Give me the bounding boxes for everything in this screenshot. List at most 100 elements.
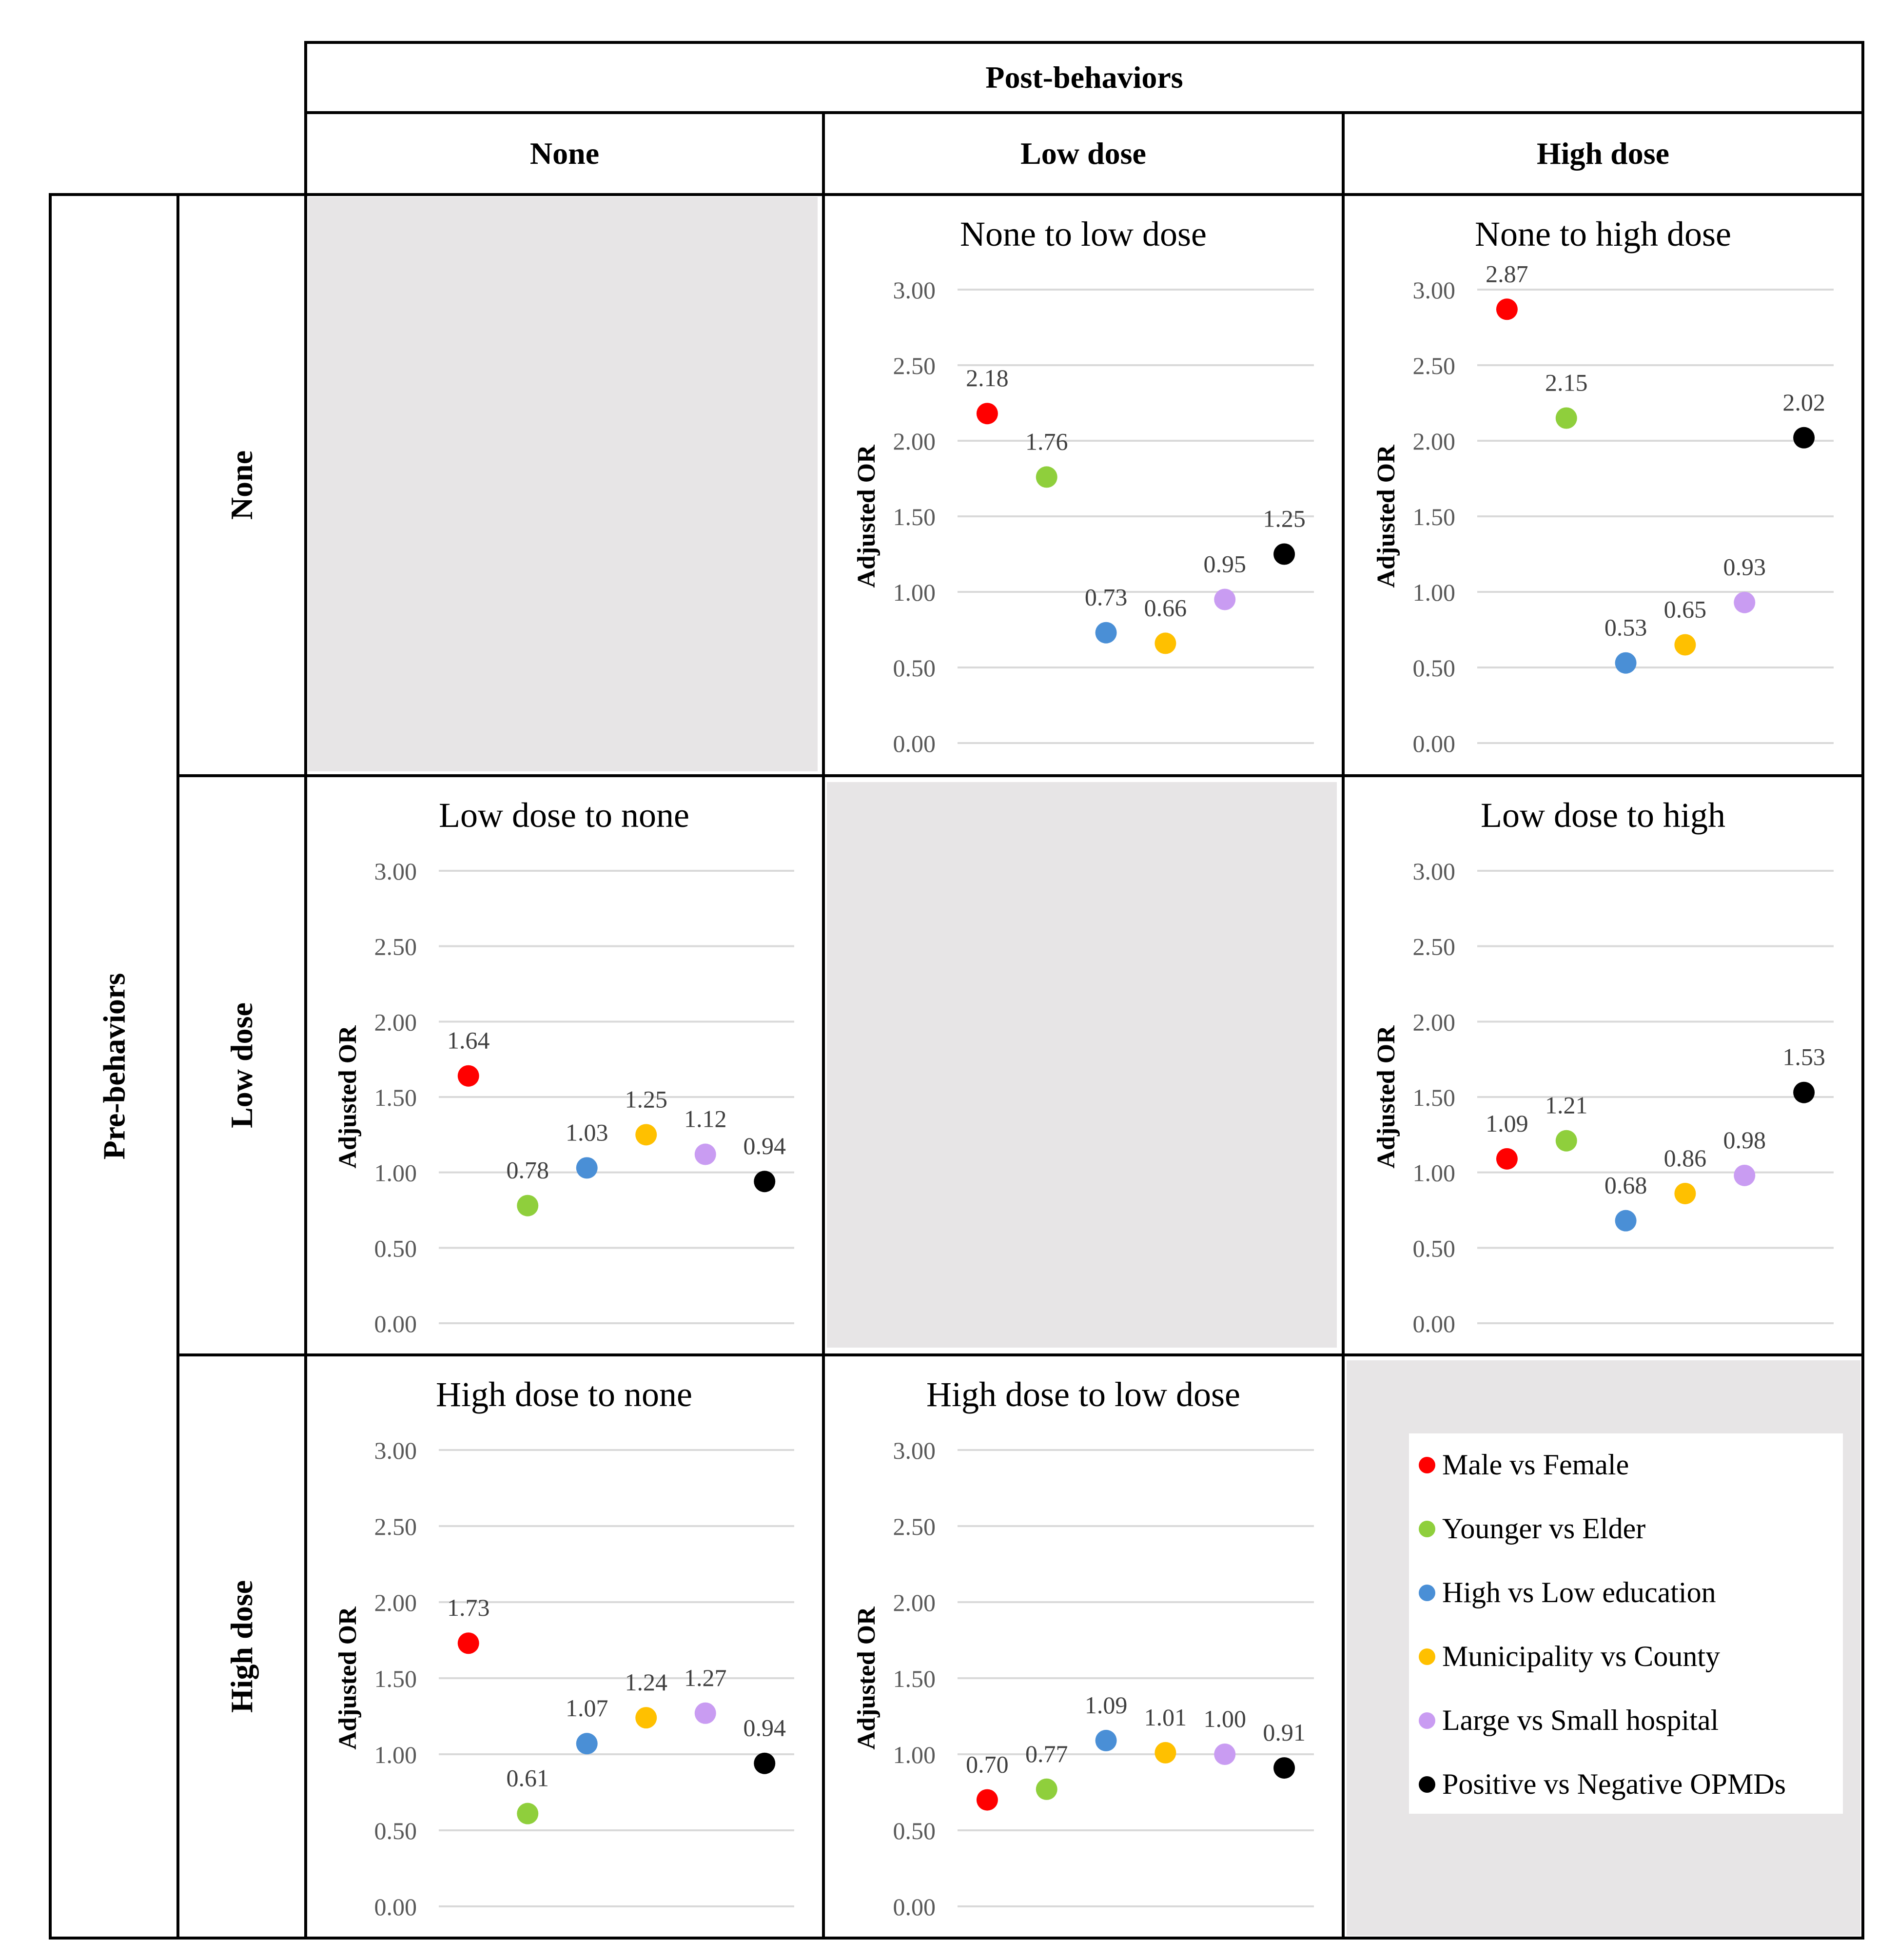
data-point [1615,652,1637,674]
col-header-none: None [529,136,600,171]
data-point [1273,543,1295,565]
legend-marker-icon [1419,1648,1435,1665]
data-point [1496,298,1518,320]
legend-item: Male vs Female [1419,1448,1629,1482]
y-tick-label: 1.50 [893,1665,936,1692]
legend-item: Younger vs Elder [1419,1512,1645,1546]
row-header-high-dose-label: High dose [224,1580,259,1713]
data-point [1793,1081,1815,1103]
chart-none-to-high-dose: None to high dose 0.00 0.50 1.00 1.50 2.00 2.5… [1346,197,1860,772]
y-tick-label: 2.00 [893,428,936,455]
empty-cell-low-low [827,782,1337,1348]
y-tick-label: 1.50 [374,1665,417,1692]
data-label: 2.18 [966,364,1009,392]
data-label: 0.78 [507,1156,549,1184]
y-tick-label: 1.00 [374,1159,417,1187]
y-tick-label: 0.50 [893,654,936,682]
legend-marker-icon [1419,1520,1435,1537]
data-point [1734,591,1756,613]
y-tick-label: 0.00 [1413,730,1456,757]
y-axis-label: Adjusted OR [853,444,880,588]
data-point [1214,588,1236,610]
data-label: 1.09 [1085,1691,1128,1719]
data-label: 1.03 [566,1118,608,1146]
y-tick-label: 0.00 [893,1893,936,1921]
data-point [754,1752,776,1774]
legend-marker-icon [1419,1776,1435,1793]
data-point [694,1702,716,1724]
legend-label: Younger vs Elder [1442,1512,1646,1545]
y-tick-label: 3.00 [1413,276,1456,304]
data-point [1793,427,1815,449]
y-tick-label: 0.50 [374,1817,417,1844]
legend-item: High vs Low education [1419,1576,1716,1609]
legend-item: Large vs Small hospital [1419,1704,1719,1737]
data-label: 1.12 [684,1105,727,1133]
y-tick-label: 2.50 [374,933,417,960]
data-label: 1.25 [1263,505,1306,532]
y-axis-label: Adjusted OR [334,1025,362,1169]
data-point [1674,1182,1696,1204]
y-tick-label: 0.00 [1413,1310,1456,1337]
data-label: 1.07 [566,1694,608,1722]
y-tick-label: 3.00 [374,858,417,885]
data-point [517,1195,539,1216]
row-header-low-dose: Low dose [179,777,304,1353]
data-point [976,403,998,425]
row-header-none-label: None [224,450,259,520]
y-tick-label: 0.50 [374,1235,417,1262]
data-label: 1.76 [1025,428,1068,455]
y-tick-label: 2.00 [374,1008,417,1036]
y-tick-label: 0.50 [1413,654,1456,682]
chart-low-dose-to-none: Low dose to none 0.00 0.50 1.00 1.50 2.00 2.50… [307,778,821,1352]
data-point [576,1157,598,1179]
data-label: 0.95 [1204,550,1247,578]
y-tick-label: 0.50 [1413,1235,1456,1262]
data-label: 1.73 [447,1594,490,1621]
data-label: 1.01 [1144,1704,1187,1731]
y-axis-label: Adjusted OR [1372,444,1400,588]
y-tick-label: 1.50 [1413,1084,1456,1111]
y-tick-label: 2.00 [893,1589,936,1616]
pre-behaviors-label: Pre-behaviors [97,973,131,1160]
y-tick-label: 3.00 [1413,858,1456,885]
data-label: 0.91 [1263,1719,1306,1746]
data-point [1214,1744,1236,1765]
y-axis-label: Adjusted OR [1372,1025,1400,1169]
data-label: 1.27 [684,1664,727,1691]
data-point [1036,466,1057,488]
data-point [1273,1757,1295,1779]
chart-svg: Low dose to high 0.00 0.50 1.00 1.50 2.00 2.50… [1372,796,1834,1337]
data-label: 1.24 [625,1668,668,1696]
chart-title: None to low dose [960,215,1207,254]
data-label: 0.70 [966,1751,1009,1778]
y-tick-label: 0.00 [893,730,936,757]
data-point [576,1733,598,1755]
data-point [1734,1164,1756,1186]
legend-label: Male vs Female [1442,1449,1629,1481]
y-axis-label: Adjusted OR [853,1606,880,1750]
data-label: 0.53 [1604,614,1647,641]
data-point [1154,1742,1176,1764]
chart-svg: None to low dose 0.00 0.50 1.00 1.50 2.00 2.50… [853,215,1314,757]
data-point [754,1171,776,1193]
data-label: 0.94 [743,1132,786,1159]
legend-label: Large vs Small hospital [1442,1704,1719,1736]
chart-title: Low dose to high [1481,796,1725,835]
y-tick-label: 1.50 [374,1084,417,1111]
y-tick-label: 2.00 [374,1589,417,1616]
y-axis-label: Adjusted OR [334,1606,362,1750]
legend-label: Positive vs Negative OPMDs [1442,1768,1786,1800]
y-tick-label: 3.00 [374,1437,417,1464]
data-point [1674,634,1696,656]
chart-title: Low dose to none [439,796,689,835]
data-label: 0.94 [743,1714,786,1742]
chart-svg: Low dose to none 0.00 0.50 1.00 1.50 2.00 2.50… [334,796,794,1337]
empty-cell-none-none [308,197,818,771]
y-tick-label: 3.00 [893,1437,936,1464]
data-point [976,1789,998,1811]
data-label: 2.87 [1486,260,1528,287]
chart-low-dose-to-high: Low dose to high 0.00 0.50 1.00 1.50 2.00 2.50… [1346,778,1860,1352]
y-tick-label: 2.50 [1413,352,1456,379]
data-label: 0.73 [1085,584,1128,611]
